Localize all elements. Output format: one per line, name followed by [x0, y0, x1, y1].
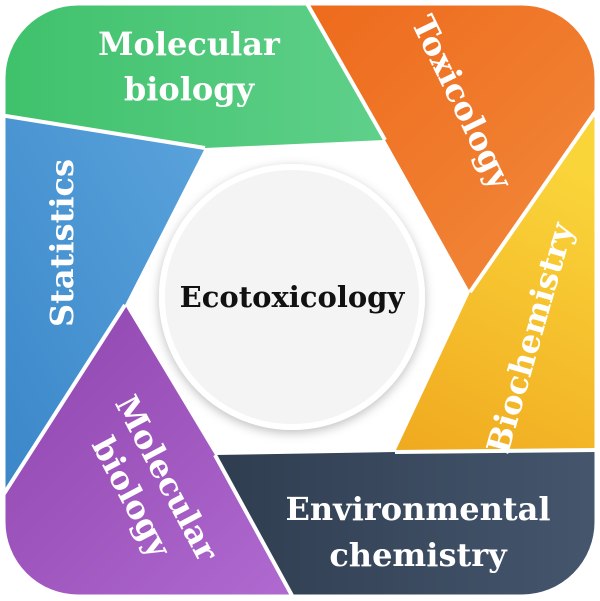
separator-line [468, 103, 597, 294]
label-statistics: Statistics [43, 159, 81, 327]
segment-environmental-chemistry [215, 450, 597, 597]
segment-molecular-biology-bottom [3, 305, 295, 597]
label-molecular-biology-top: Molecular biology [98, 25, 281, 108]
label-line: biology [124, 70, 256, 108]
separator-line [394, 448, 597, 454]
segment-biochemistry [395, 105, 597, 452]
separator-line [303, 3, 387, 141]
segment-toxicology [305, 3, 597, 292]
separator-line [3, 303, 127, 502]
label-line: Environmental [285, 490, 550, 528]
label-line: Molecular [98, 25, 281, 63]
label-line: Statistics [43, 159, 81, 327]
segment-molecular-biology-top [3, 3, 385, 148]
separator-line [3, 113, 206, 150]
center-circle [159, 164, 425, 430]
center-label: Ecotoxicology [180, 280, 406, 314]
segment-statistics [3, 115, 205, 500]
label-environmental-chemistry: Environmental chemistry [285, 490, 550, 574]
separator-line [213, 454, 297, 597]
label-line: chemistry [329, 536, 508, 574]
